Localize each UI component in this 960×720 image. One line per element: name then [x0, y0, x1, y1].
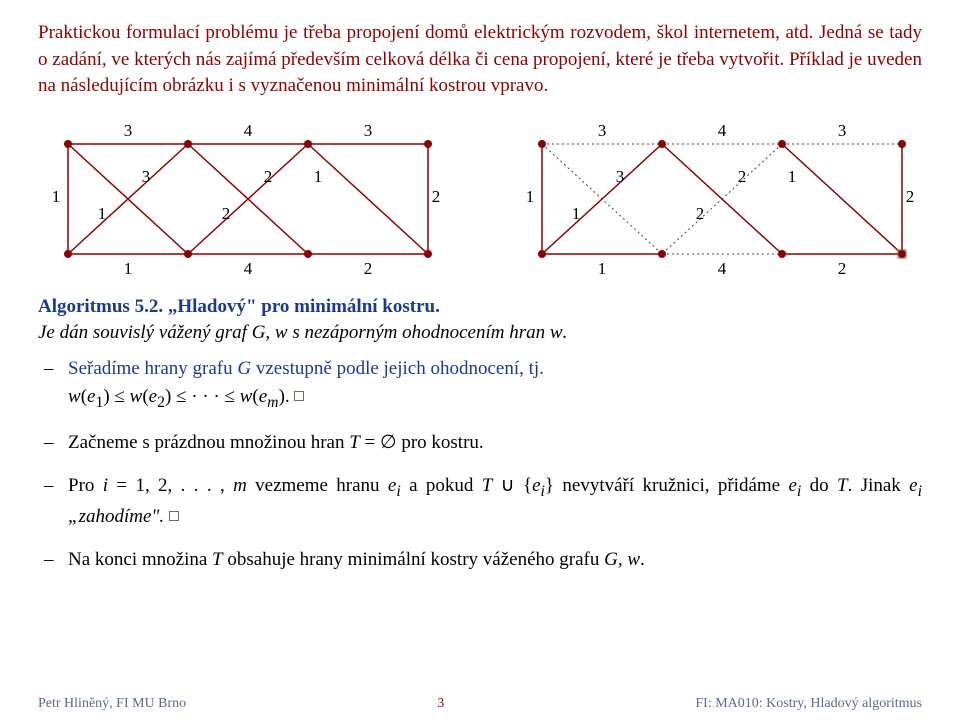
- graph-figure: 3 4 3 1 4 2 1 2 3 1 2 2 1 3 4 3 1 4 2 1 2 3 1 2 2 1: [38, 114, 922, 284]
- svg-text:1: 1: [52, 187, 61, 206]
- svg-text:2: 2: [738, 167, 747, 186]
- svg-text:3: 3: [124, 121, 133, 140]
- bullet-loop: Pro i = 1, 2, . . . , m vezmeme hranu ei…: [38, 472, 922, 532]
- algorithm-heading: Algoritmus 5.2. „Hladový" pro minimální …: [38, 294, 922, 347]
- footer-author: Petr Hliněný, FI MU Brno: [38, 696, 186, 712]
- algorithm-subtitle: Je dán souvislý vážený graf G, w s nezáp…: [38, 322, 567, 343]
- svg-text:1: 1: [788, 167, 797, 186]
- intro-paragraph: Praktickou formulací problému je třeba p…: [38, 20, 922, 100]
- svg-text:4: 4: [718, 121, 727, 140]
- algorithm-number: Algoritmus 5.2.: [38, 296, 163, 317]
- svg-text:1: 1: [526, 187, 535, 206]
- svg-text:2: 2: [432, 187, 441, 206]
- footer-page-number: 3: [437, 696, 444, 712]
- svg-text:1: 1: [598, 259, 607, 278]
- svg-text:3: 3: [598, 121, 607, 140]
- svg-text:4: 4: [244, 259, 253, 278]
- svg-text:2: 2: [906, 187, 915, 206]
- svg-text:2: 2: [364, 259, 373, 278]
- svg-text:1: 1: [98, 204, 107, 223]
- svg-text:2: 2: [222, 204, 231, 223]
- svg-text:1: 1: [572, 204, 581, 223]
- footer: Petr Hliněný, FI MU Brno 3 FI: MA010: Ko…: [38, 696, 922, 712]
- svg-text:1: 1: [124, 259, 133, 278]
- svg-text:4: 4: [718, 259, 727, 278]
- bullet-sort: Seřadíme hrany grafu G vzestupně podle j…: [38, 355, 922, 415]
- graph-right: 3 4 3 1 4 2 1 2 3 1 2 2 1: [512, 114, 922, 284]
- svg-text:2: 2: [264, 167, 273, 186]
- qed-box-icon: [294, 391, 304, 401]
- svg-text:3: 3: [616, 167, 625, 186]
- qed-box-icon: [169, 511, 179, 521]
- algorithm-block: Algoritmus 5.2. „Hladový" pro minimální …: [38, 294, 922, 574]
- svg-text:3: 3: [838, 121, 847, 140]
- svg-text:2: 2: [696, 204, 705, 223]
- svg-text:3: 3: [142, 167, 151, 186]
- bullet-init: Začneme s prázdnou množinou hran T = ∅ p…: [38, 429, 922, 458]
- svg-text:3: 3: [364, 121, 373, 140]
- footer-course: FI: MA010: Kostry, Hladový algoritmus: [695, 696, 922, 712]
- svg-text:4: 4: [244, 121, 253, 140]
- algorithm-title: „Hladový" pro minimální kostru.: [168, 296, 440, 317]
- svg-text:2: 2: [838, 259, 847, 278]
- graph-left: 3 4 3 1 4 2 1 2 3 1 2 2 1: [38, 114, 448, 284]
- bullet-result: Na konci množina T obsahuje hrany minimá…: [38, 546, 922, 575]
- svg-text:1: 1: [314, 167, 323, 186]
